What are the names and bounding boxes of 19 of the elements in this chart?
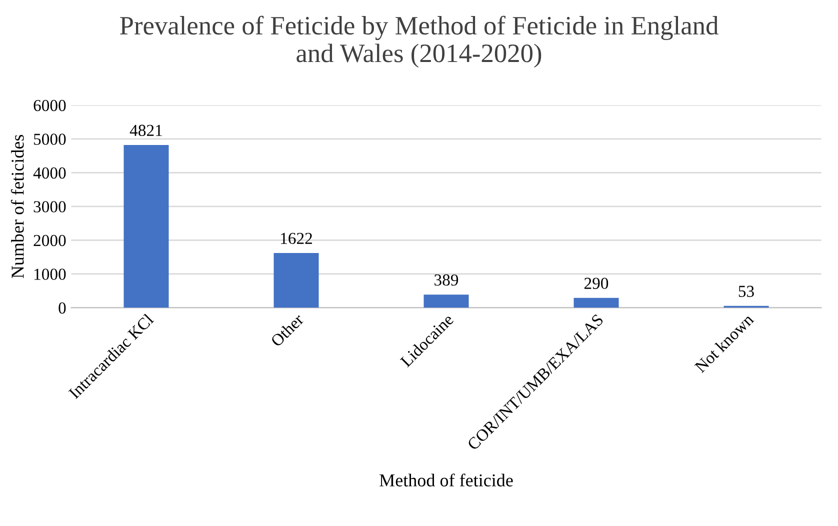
y-tick-label: 4000 <box>33 167 66 179</box>
data-label: 290 <box>584 278 608 289</box>
y-tick-label: 0 <box>58 302 66 314</box>
y-tick-label: 1000 <box>34 268 66 280</box>
chart-title: Prevalence of Feticide by Method of Feticide in England and Wales (2014-2020) <box>120 16 718 68</box>
y-tick-label: 3000 <box>34 201 66 212</box>
y-axis-title: Number of feticides <box>10 134 24 278</box>
bar <box>274 252 319 308</box>
y-tick-label: 6000 <box>34 100 66 112</box>
data-label: 1622 <box>281 232 312 244</box>
y-tick-label: 5000 <box>34 134 66 145</box>
bar <box>424 294 469 308</box>
data-label: 53 <box>738 286 754 297</box>
data-label: 389 <box>434 274 458 286</box>
y-tick-label: 2000 <box>34 234 66 246</box>
data-label: 4821 <box>130 124 162 136</box>
x-axis-title: Method of feticide <box>380 474 513 486</box>
bar <box>124 144 169 308</box>
bar <box>574 298 619 308</box>
